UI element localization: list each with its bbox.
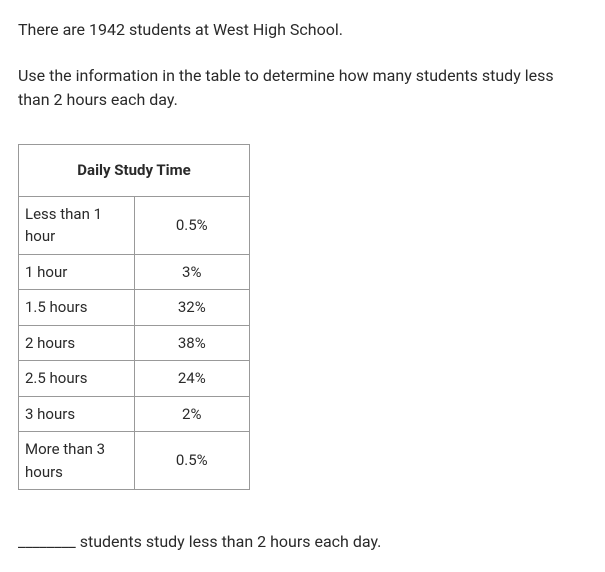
study-time-table: Daily Study Time Less than 1 hour 0.5% 1… (18, 144, 250, 490)
category-cell: 2 hours (19, 325, 135, 361)
table-row: 3 hours 2% (19, 396, 250, 432)
value-cell: 0.5% (134, 196, 249, 254)
value-cell: 38% (134, 325, 249, 361)
table-row: 1 hour 3% (19, 254, 250, 290)
category-cell: More than 3 hours (19, 432, 135, 490)
intro-paragraph-1: There are 1942 students at West High Sch… (18, 18, 587, 42)
value-cell: 3% (134, 254, 249, 290)
intro-paragraph-2: Use the information in the table to dete… (18, 64, 587, 112)
table-row: 1.5 hours 32% (19, 290, 250, 326)
table-body: Less than 1 hour 0.5% 1 hour 3% 1.5 hour… (19, 196, 250, 490)
value-cell: 24% (134, 361, 249, 397)
table-row: More than 3 hours 0.5% (19, 432, 250, 490)
study-time-table-container: Daily Study Time Less than 1 hour 0.5% 1… (18, 144, 587, 490)
value-cell: 0.5% (134, 432, 249, 490)
answer-blank[interactable]: ________ (18, 530, 76, 554)
category-cell: Less than 1 hour (19, 196, 135, 254)
value-cell: 2% (134, 396, 249, 432)
category-cell: 1.5 hours (19, 290, 135, 326)
table-title: Daily Study Time (19, 145, 250, 197)
answer-suffix: students study less than 2 hours each da… (76, 532, 382, 551)
value-cell: 32% (134, 290, 249, 326)
table-row: Less than 1 hour 0.5% (19, 196, 250, 254)
category-cell: 2.5 hours (19, 361, 135, 397)
answer-line: ________ students study less than 2 hour… (18, 530, 587, 554)
category-cell: 1 hour (19, 254, 135, 290)
category-cell: 3 hours (19, 396, 135, 432)
table-row: 2.5 hours 24% (19, 361, 250, 397)
table-row: 2 hours 38% (19, 325, 250, 361)
